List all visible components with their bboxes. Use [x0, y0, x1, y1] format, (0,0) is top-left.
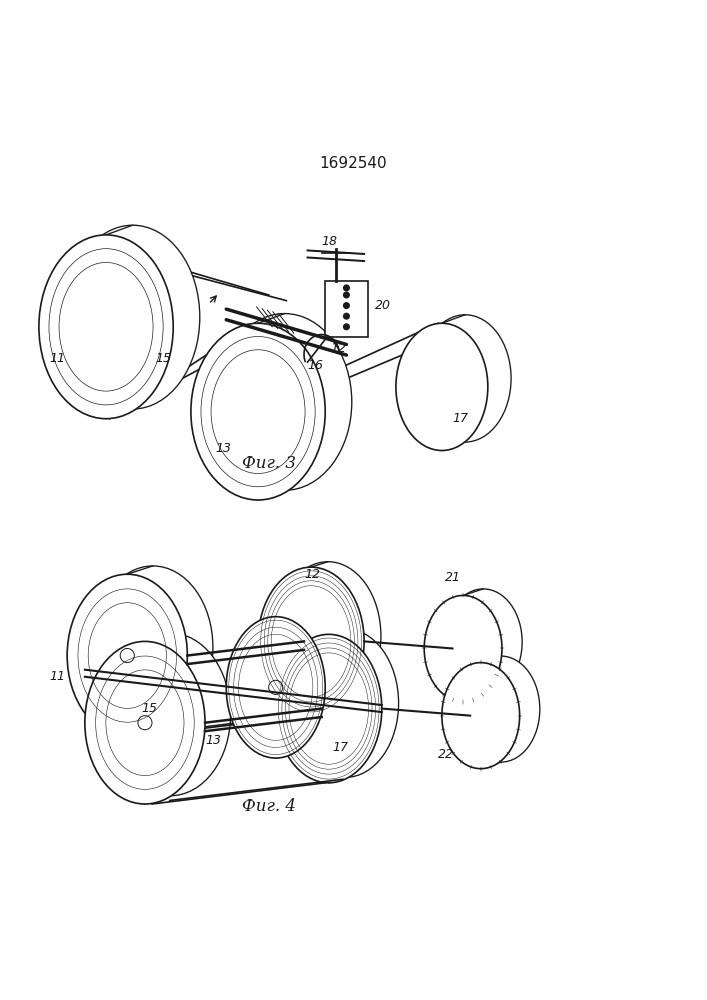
- Circle shape: [344, 285, 349, 291]
- Text: 22: 22: [438, 748, 455, 761]
- Text: 20: 20: [375, 299, 391, 312]
- Ellipse shape: [442, 663, 520, 769]
- Text: 11: 11: [49, 352, 66, 365]
- Text: 13: 13: [205, 734, 221, 747]
- Circle shape: [344, 292, 349, 298]
- Ellipse shape: [419, 315, 511, 442]
- Ellipse shape: [396, 323, 488, 451]
- Ellipse shape: [293, 629, 399, 777]
- Text: 21: 21: [445, 571, 462, 584]
- Text: 18: 18: [322, 235, 338, 248]
- Ellipse shape: [218, 314, 352, 490]
- Ellipse shape: [93, 566, 213, 729]
- FancyBboxPatch shape: [325, 281, 368, 337]
- Circle shape: [344, 324, 349, 330]
- Ellipse shape: [445, 589, 522, 695]
- Text: 15: 15: [141, 702, 158, 715]
- Ellipse shape: [110, 633, 230, 796]
- Ellipse shape: [226, 617, 325, 758]
- Ellipse shape: [66, 225, 200, 409]
- Text: 17: 17: [452, 412, 469, 425]
- Ellipse shape: [424, 595, 502, 701]
- Circle shape: [344, 313, 349, 319]
- Ellipse shape: [276, 634, 382, 783]
- Ellipse shape: [85, 641, 205, 804]
- Text: 16: 16: [308, 359, 324, 372]
- Text: Фиг. 4: Фиг. 4: [242, 798, 296, 815]
- Ellipse shape: [191, 323, 325, 500]
- Text: 11: 11: [49, 670, 66, 683]
- Ellipse shape: [67, 574, 187, 737]
- Ellipse shape: [243, 611, 342, 753]
- Ellipse shape: [275, 562, 381, 710]
- Circle shape: [344, 303, 349, 308]
- Text: 13: 13: [216, 442, 232, 455]
- Ellipse shape: [39, 235, 173, 419]
- Text: 17: 17: [332, 741, 349, 754]
- Text: 1692540: 1692540: [320, 156, 387, 171]
- Text: Фиг. 3: Фиг. 3: [242, 455, 296, 472]
- Ellipse shape: [462, 656, 540, 762]
- Text: 15: 15: [156, 352, 172, 365]
- Text: 12: 12: [304, 568, 320, 581]
- Ellipse shape: [258, 567, 364, 716]
- Text: 12: 12: [330, 342, 346, 355]
